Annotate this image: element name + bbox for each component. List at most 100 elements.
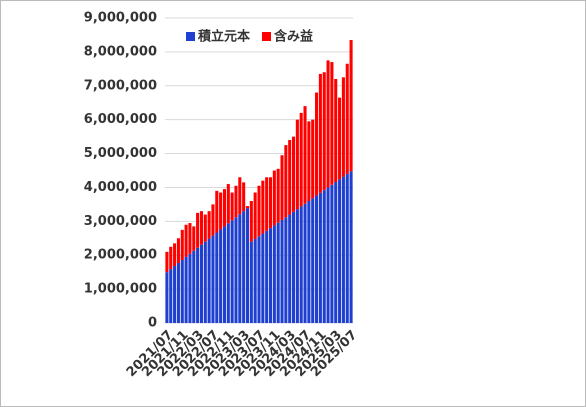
bar-segment (341, 176, 345, 323)
bar-segment (222, 226, 227, 323)
bar-segment (207, 238, 211, 323)
bar-segment (192, 226, 196, 251)
bar-segment (349, 171, 353, 323)
bar-segment (226, 223, 230, 323)
bar-segment (180, 259, 184, 323)
bar-segment (222, 189, 227, 227)
bar-segment (169, 246, 173, 270)
bar-segment (330, 62, 334, 185)
y-tick-label: 4,000,000 (84, 180, 157, 195)
bar-segment (311, 198, 315, 323)
bar-segment (203, 214, 207, 242)
bar-segment (188, 223, 192, 254)
bar-segment (345, 173, 349, 323)
bar-segment (207, 211, 211, 239)
bar-segment (199, 244, 203, 323)
legend-swatch (262, 32, 272, 41)
bar-segment (268, 177, 273, 229)
bar-segment (330, 184, 334, 323)
y-tick-label: 6,000,000 (84, 112, 157, 127)
bar-segment (261, 233, 265, 323)
bar-segment (272, 170, 276, 226)
y-tick-label: 1,000,000 (84, 282, 157, 297)
bar-segment (291, 211, 296, 323)
bar-segment (284, 145, 288, 218)
bar-segment (280, 155, 284, 220)
bar-segment (315, 195, 319, 323)
bar-segment (184, 224, 188, 257)
bar-segment (322, 190, 326, 323)
bar-segment (299, 206, 303, 323)
bar-segment (219, 229, 223, 323)
bar-segment (199, 211, 203, 245)
y-tick-label: 5,000,000 (84, 146, 157, 161)
bar-segment (176, 238, 180, 264)
bar-segment (326, 60, 330, 188)
bar-segment (272, 225, 276, 323)
bar-segment (280, 219, 284, 323)
bar-segment (311, 119, 315, 199)
bar-segment (326, 187, 330, 323)
bar-segment (322, 72, 326, 191)
bar-segment (268, 228, 273, 323)
legend-swatch (186, 32, 195, 41)
bar-segment (173, 243, 177, 267)
bar-segment (307, 201, 311, 323)
bar-segment (318, 192, 322, 323)
bar-segment (245, 206, 250, 209)
bar-segment (295, 209, 299, 323)
bar-segment (180, 229, 184, 260)
bar-segment (265, 230, 269, 323)
bar-segment (188, 253, 192, 323)
bar-segment (341, 77, 345, 177)
bar-segment (242, 211, 246, 323)
bar-segment (249, 201, 253, 242)
bar-segment (234, 217, 238, 323)
bar-segment (215, 190, 219, 233)
bar-segment (238, 214, 242, 323)
bar-segment (196, 212, 200, 248)
bar-segment (295, 119, 299, 210)
bar-segment (234, 185, 238, 218)
bar-segment (165, 272, 169, 323)
bar-segment (245, 208, 250, 323)
bar-segment (257, 185, 261, 237)
bar-segment (192, 250, 196, 323)
y-tick-label: 3,000,000 (84, 214, 157, 229)
bar-segment (196, 247, 200, 323)
y-tick-label: 8,000,000 (84, 44, 157, 59)
bar-segment (299, 112, 303, 207)
bar-segment (303, 203, 307, 323)
bar-segment (211, 235, 215, 323)
bar-segment (349, 40, 353, 172)
bar-segment (173, 266, 177, 323)
bar-segment (307, 121, 311, 201)
bar-segment (288, 214, 292, 323)
bar-segment (238, 177, 242, 215)
legend-label: 含み益 (273, 29, 313, 45)
bar-segment (203, 241, 207, 323)
bar-segment (184, 256, 188, 323)
bar-segment (249, 241, 253, 323)
bar-segment (253, 192, 257, 239)
bar-segment (265, 177, 269, 231)
bar-segment (219, 192, 223, 230)
bar-segment (230, 220, 234, 323)
y-tick-label: 0 (148, 316, 157, 331)
bar-segment (169, 269, 173, 323)
bar-segment (176, 263, 180, 323)
bar-segment (318, 73, 322, 193)
bar-segment (345, 63, 349, 174)
bar-segment (261, 180, 265, 234)
bar-segment (226, 184, 230, 224)
bar-segment (334, 79, 338, 183)
bar-segment (165, 251, 169, 273)
bar-segment (284, 217, 288, 323)
bar-segment (315, 92, 319, 196)
bar-segment (253, 238, 257, 323)
bar-segment (242, 182, 246, 212)
bar-segment (257, 236, 261, 323)
bar-segment (230, 192, 234, 221)
bar-segment (215, 232, 219, 323)
